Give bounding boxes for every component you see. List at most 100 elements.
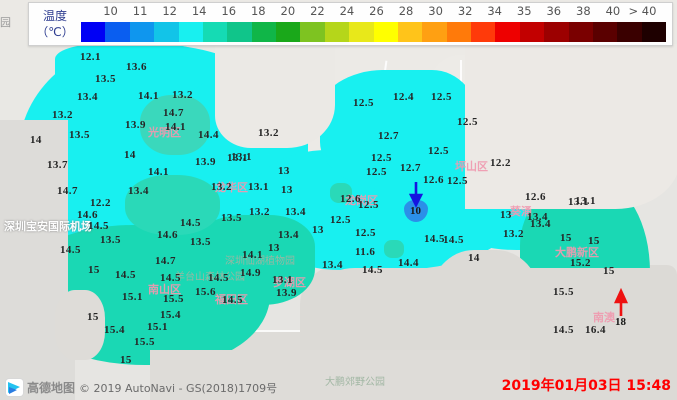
temperature-value: 13.1	[227, 152, 248, 164]
legend-swatch-23	[641, 22, 666, 42]
temperature-value: 12.5	[353, 97, 374, 109]
legend-tick-18: 18	[250, 4, 266, 18]
temperature-value: 14.4	[398, 257, 419, 269]
temperature-value: 13.1	[575, 195, 596, 207]
legend-swatch-11	[349, 22, 374, 42]
temperature-value: 13.4	[278, 229, 299, 241]
legend-swatch-21	[592, 22, 618, 42]
poi-label: 大鹏郊野公园	[325, 377, 385, 388]
temp-band-teal-small-2	[384, 240, 404, 258]
extremum-value: 10	[410, 205, 421, 217]
temperature-value: 13.5	[221, 212, 242, 224]
temp-mask-pingshan-gap	[465, 44, 677, 209]
edge-partial-glyph: 园	[0, 17, 11, 29]
temperature-value: 14.4	[198, 129, 219, 141]
temperature-value: 14.5	[208, 272, 229, 284]
extremum-value: 18	[615, 316, 626, 328]
poi-label: 羊台山森林公园	[175, 272, 245, 283]
temperature-value: 12.6	[423, 174, 444, 186]
legend-tick-32: 32	[457, 4, 473, 18]
legend-swatch-14	[422, 22, 447, 42]
map-attribution: 高德地图 © 2019 AutoNavi - GS(2018)1709号	[6, 379, 277, 396]
temperature-value: 13.1	[272, 274, 293, 286]
legend-title-unit: （℃）	[36, 25, 74, 39]
district-label: 福田区	[215, 294, 248, 306]
district-label: 光明区	[148, 127, 181, 139]
temperature-value: 15	[560, 232, 572, 244]
temperature-value: 12.1	[80, 51, 101, 63]
temperature-value: 13.5	[69, 129, 90, 141]
temperature-value: 12.4	[393, 91, 414, 103]
district-label: 罗湖区	[273, 277, 306, 289]
temperature-value: 14.5	[424, 233, 445, 245]
temperature-value: 14.5	[115, 269, 136, 281]
temperature-value: 14	[124, 149, 136, 161]
legend-swatch-13	[397, 22, 423, 42]
temperature-value: 12.6	[340, 193, 361, 205]
legend-swatch-19	[544, 22, 569, 42]
temperature-legend: 温度 （℃） 10 11 12 14 16 18 20 22 24 26 28 30 32 34 35 36 3…	[28, 2, 673, 46]
temperature-value: 14.5	[222, 294, 243, 306]
temperature-value: 15	[588, 235, 600, 247]
temperature-value: 13.2	[211, 181, 232, 193]
temperature-value: 12.5	[428, 145, 449, 157]
temperature-value: 12.5	[330, 214, 351, 226]
temperature-value: 14.5	[553, 324, 574, 336]
temperature-value: 15.1	[122, 291, 143, 303]
minimum-temperature-marker: 10	[402, 180, 432, 226]
temperature-value: 12.5	[457, 116, 478, 128]
legend-tick-30: 30	[428, 4, 443, 18]
temperature-value: 13.4	[128, 185, 149, 197]
legend-swatch-16	[471, 22, 496, 42]
temperature-value: 13.4	[530, 218, 551, 230]
temperature-value: 13.7	[47, 159, 68, 171]
temperature-value: 15	[88, 264, 100, 276]
legend-tick-38: 38	[576, 4, 591, 18]
legend-tick-28: 28	[398, 4, 414, 18]
temperature-value: 15.5	[163, 293, 184, 305]
legend-tick-10: 10	[103, 4, 118, 18]
temperature-value: 14.5	[443, 234, 464, 246]
temperature-value: 13.2	[249, 206, 270, 218]
legend-color-swatches	[81, 22, 666, 42]
temp-mask-west-sea-2	[55, 290, 105, 360]
temp-band-teal-luohu	[185, 215, 315, 305]
temperature-value: 12.2	[90, 197, 111, 209]
temperature-value: 15.1	[147, 321, 168, 333]
temperature-value: 12.5	[366, 166, 387, 178]
temp-mask-southsea	[150, 350, 530, 400]
amap-copyright-label: © 2019 AutoNavi - GS(2018)1709号	[79, 381, 278, 395]
temperature-value: 12.5	[358, 199, 379, 211]
temperature-value: 11.6	[355, 246, 376, 258]
temperature-value: 15.6	[195, 286, 216, 298]
temperature-value: 13.2	[258, 127, 279, 139]
temperature-value: 14.5	[180, 217, 201, 229]
legend-swatch-7	[251, 22, 276, 42]
temperature-value: 14.5	[160, 272, 181, 284]
legend-tick-11: 11	[132, 4, 148, 18]
temperature-value: 14	[30, 134, 42, 146]
legend-tick-36: 36	[546, 4, 562, 18]
temperature-value: 13.5	[100, 234, 121, 246]
legend-tick-16: 16	[221, 4, 237, 18]
legend-tick-26: 26	[369, 4, 384, 18]
legend-swatch-18	[519, 22, 545, 42]
temp-band-teal-small-1	[330, 183, 352, 203]
temperature-value: 13.4	[77, 91, 98, 103]
poi-label: 深圳仙湖植物园	[225, 256, 295, 267]
arrow-up-icon	[613, 288, 629, 316]
amap-logo-icon	[6, 379, 23, 396]
temperature-value: 13.9	[125, 119, 146, 131]
temperature-value: 12.6	[525, 191, 546, 203]
district-label: 坪山区	[455, 161, 488, 173]
map-road-horizontal-2	[210, 330, 360, 332]
temperature-value: 14.7	[155, 255, 176, 267]
temperature-value: 14.7	[163, 107, 184, 119]
temperature-value: 15.5	[134, 336, 155, 348]
legend-title: 温度 （℃）	[29, 3, 81, 45]
amap-brand-label: 高德地图	[27, 381, 76, 395]
temperature-value: 15	[87, 311, 99, 323]
temperature-value: 14	[468, 252, 480, 264]
temperature-value: 13.2	[172, 89, 193, 101]
